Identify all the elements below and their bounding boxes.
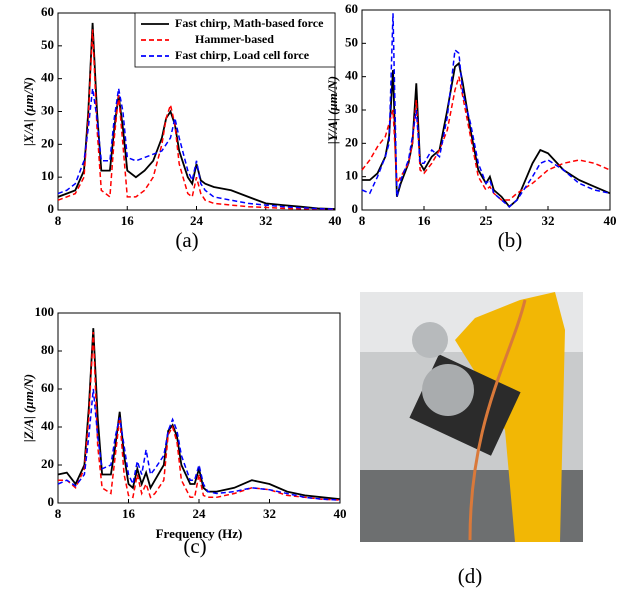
y-tick-label: 20 <box>345 134 358 149</box>
x-tick-label: 32 <box>259 213 272 228</box>
x-tick-label: 16 <box>121 213 135 228</box>
y-axis-label: |X/A| (μm/N) <box>21 77 36 146</box>
x-tick-label: 40 <box>604 213 617 228</box>
series-line <box>58 331 341 501</box>
series-line <box>361 13 611 208</box>
x-tick-label: 8 <box>55 506 62 521</box>
y-tick-label: 80 <box>41 342 54 357</box>
y-tick-label: 60 <box>41 380 54 395</box>
legend-label: Fast chirp, Math-based force <box>175 16 324 30</box>
y-axis-label: |Z/A| (μm/N) <box>21 374 36 442</box>
y-tick-label: 40 <box>41 418 54 433</box>
legend-label: Fast chirp, Load cell force <box>175 48 310 62</box>
x-tick-label: 32 <box>542 213 555 228</box>
series-line <box>57 388 341 501</box>
series-line <box>361 76 611 201</box>
series-line <box>57 22 336 210</box>
legend-label: Hammer-based <box>195 32 274 46</box>
panel-caption: (b) <box>498 228 523 252</box>
y-tick-label: 10 <box>345 168 358 183</box>
y-tick-label: 30 <box>41 102 54 117</box>
robot-spindle <box>422 364 474 416</box>
robot-photo <box>360 292 583 542</box>
x-tick-label: 16 <box>122 506 136 521</box>
y-axis-label: |Y/A| (μm/N) <box>325 76 340 144</box>
y-tick-label: 60 <box>345 1 358 16</box>
x-tick-label: 40 <box>334 506 347 521</box>
x-tick-label: 8 <box>55 213 62 228</box>
y-tick-label: 0 <box>352 201 359 216</box>
y-tick-label: 50 <box>345 34 358 49</box>
y-tick-label: 40 <box>345 68 358 83</box>
y-tick-label: 40 <box>41 70 54 85</box>
x-tick-label: 40 <box>329 213 342 228</box>
y-tick-label: 30 <box>345 101 358 116</box>
y-tick-label: 50 <box>41 37 54 52</box>
y-tick-label: 20 <box>41 135 54 150</box>
robot-flange <box>412 322 448 358</box>
x-axis-label: Frequency (Hz) <box>156 526 243 541</box>
panel-caption: (a) <box>175 228 198 252</box>
y-tick-label: 0 <box>48 494 55 509</box>
robot-cable <box>468 299 527 541</box>
panel-caption: (d) <box>458 564 483 588</box>
x-tick-label: 24 <box>190 213 204 228</box>
y-tick-label: 0 <box>48 201 55 216</box>
y-tick-label: 60 <box>41 4 54 19</box>
y-tick-label: 10 <box>41 168 54 183</box>
x-tick-label: 8 <box>359 213 366 228</box>
x-tick-label: 24 <box>193 506 207 521</box>
y-tick-label: 100 <box>35 304 55 319</box>
panel-caption: (c) <box>183 534 206 558</box>
x-tick-label: 32 <box>263 506 276 521</box>
series-line <box>57 29 336 211</box>
series-line <box>57 328 341 501</box>
x-tick-label: 25 <box>480 213 494 228</box>
robot-arm <box>455 292 565 542</box>
series-line <box>57 88 336 210</box>
x-tick-label: 16 <box>418 213 432 228</box>
y-tick-label: 20 <box>41 456 54 471</box>
